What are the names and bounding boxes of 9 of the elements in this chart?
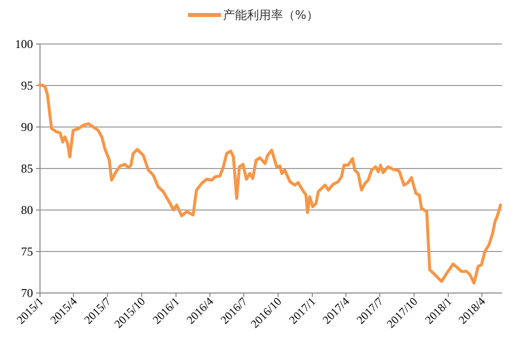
y-tick-label: 85 [21, 162, 33, 176]
y-tick-label: 100 [15, 37, 33, 52]
y-tick-label: 80 [21, 203, 33, 218]
line-series [38, 83, 502, 285]
legend-label: 产能利用率（%） [223, 8, 318, 22]
y-tick-label: 70 [21, 286, 33, 300]
y-tick-label: 90 [21, 120, 33, 134]
y-tick-label: 75 [21, 244, 33, 259]
y-tick-label: 95 [21, 78, 33, 93]
